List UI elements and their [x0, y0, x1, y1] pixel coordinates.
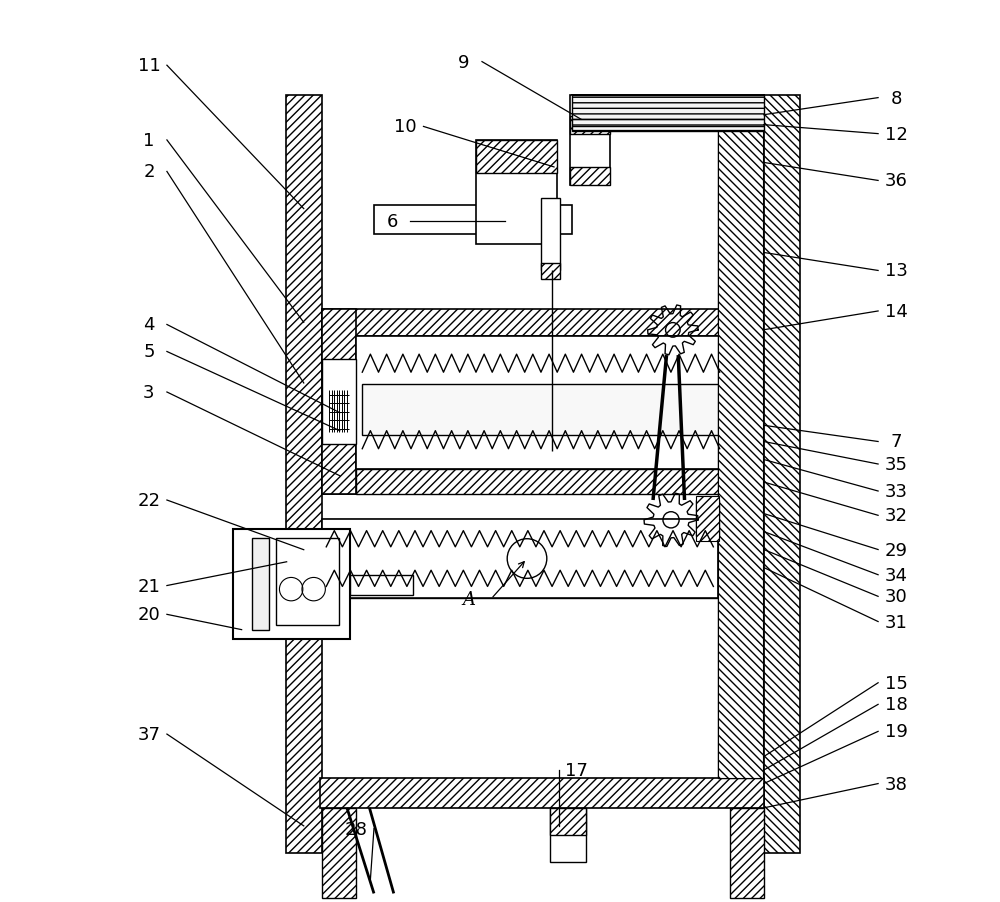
- Text: 9: 9: [458, 53, 470, 71]
- Bar: [550, 808, 586, 862]
- Text: 4: 4: [143, 316, 155, 334]
- Bar: [322, 359, 356, 445]
- Bar: [541, 199, 560, 272]
- Text: 1: 1: [143, 132, 155, 150]
- Bar: [322, 520, 718, 538]
- Bar: [696, 501, 719, 537]
- Bar: [322, 309, 720, 336]
- Bar: [570, 168, 610, 186]
- Text: 14: 14: [885, 303, 908, 320]
- Text: 34: 34: [885, 566, 908, 584]
- Text: 22: 22: [137, 492, 160, 510]
- Text: 33: 33: [885, 483, 908, 501]
- Text: 3: 3: [143, 383, 155, 401]
- Bar: [356, 469, 720, 494]
- Text: 7: 7: [890, 433, 902, 451]
- Text: 37: 37: [137, 725, 160, 743]
- Text: 13: 13: [885, 262, 908, 281]
- Text: 29: 29: [885, 541, 908, 559]
- Bar: [322, 469, 720, 494]
- Text: 32: 32: [885, 507, 908, 525]
- Bar: [570, 116, 610, 134]
- Bar: [233, 529, 350, 639]
- Bar: [322, 808, 356, 897]
- Bar: [570, 96, 610, 186]
- Bar: [252, 538, 269, 630]
- Text: A: A: [462, 591, 475, 608]
- Text: 31: 31: [885, 612, 908, 630]
- Bar: [286, 96, 322, 853]
- Bar: [550, 808, 586, 835]
- Bar: [356, 336, 720, 469]
- Text: 21: 21: [137, 577, 160, 595]
- Bar: [374, 206, 572, 235]
- Text: 11: 11: [138, 57, 160, 75]
- Bar: [764, 96, 800, 853]
- Text: 17: 17: [565, 761, 588, 779]
- Text: 38: 38: [885, 775, 908, 793]
- Bar: [476, 141, 557, 174]
- Bar: [572, 96, 764, 125]
- Bar: [730, 808, 764, 897]
- Bar: [696, 496, 719, 541]
- Text: 15: 15: [885, 674, 908, 692]
- Bar: [476, 141, 557, 245]
- Bar: [320, 778, 764, 808]
- Bar: [350, 575, 413, 595]
- Text: 2: 2: [143, 163, 155, 181]
- Bar: [322, 520, 718, 598]
- Text: 10: 10: [394, 118, 417, 136]
- Text: 6: 6: [386, 213, 398, 231]
- Text: 18: 18: [885, 695, 907, 713]
- Text: 20: 20: [138, 605, 160, 623]
- Bar: [572, 96, 764, 132]
- Bar: [718, 125, 763, 778]
- Text: 28: 28: [345, 820, 367, 838]
- Bar: [322, 581, 718, 598]
- Text: 36: 36: [885, 172, 908, 190]
- Bar: [322, 309, 356, 494]
- Bar: [276, 538, 339, 625]
- Text: 8: 8: [890, 89, 902, 107]
- Text: 5: 5: [143, 343, 155, 361]
- Bar: [541, 264, 560, 281]
- Text: 12: 12: [885, 125, 908, 143]
- Text: 19: 19: [885, 723, 908, 741]
- Bar: [362, 384, 720, 436]
- Bar: [718, 125, 763, 778]
- Text: 30: 30: [885, 588, 907, 605]
- Bar: [572, 96, 764, 125]
- Text: 35: 35: [885, 456, 908, 474]
